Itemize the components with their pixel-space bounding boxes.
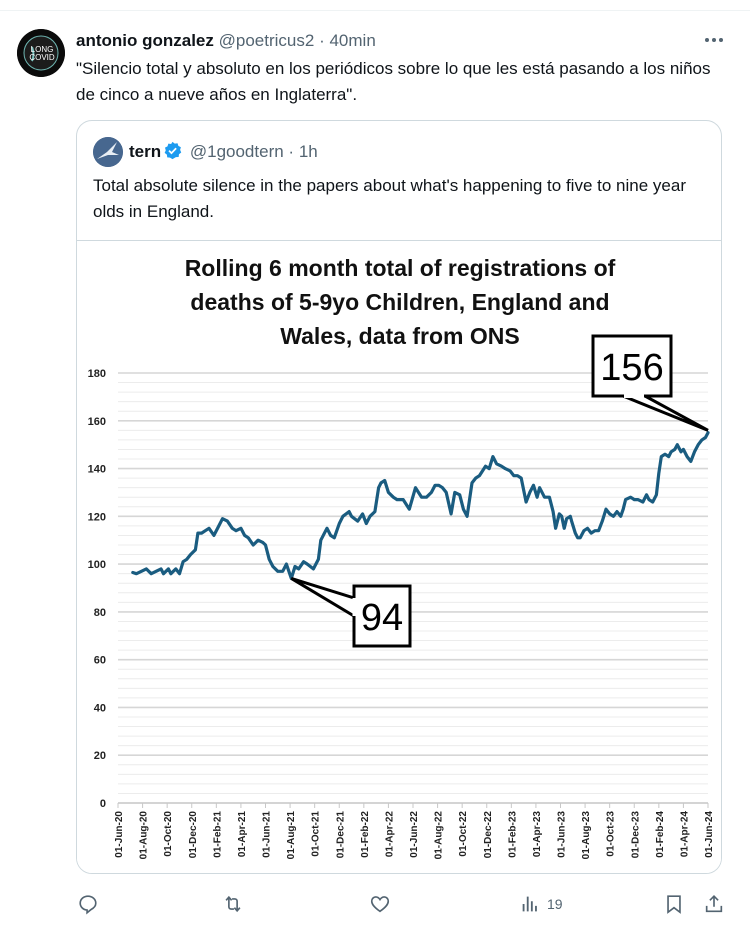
x-tick-label: 01-Apr-23 [532, 811, 543, 858]
x-tick-label: 01-Oct-22 [458, 811, 469, 857]
more-horizontal-icon [705, 38, 723, 42]
x-tick-label: 01-Jun-24 [704, 811, 715, 858]
y-tick-label: 40 [94, 702, 106, 714]
y-tick-label: 60 [94, 655, 106, 667]
heart-icon [370, 896, 390, 913]
x-tick-label: 01-Apr-22 [384, 811, 395, 858]
chart-title: Rolling 6 month total of registrations o… [77, 251, 721, 353]
chart-title-line-2: deaths of 5-9yo Children, England and [190, 289, 610, 315]
quoted-author-avatar[interactable] [93, 137, 123, 167]
y-tick-label: 140 [88, 464, 106, 476]
x-tick-label: 01-Aug-20 [139, 811, 150, 860]
quoted-tweet-header: tern @1goodtern · 1h [129, 141, 318, 163]
x-tick-label: 01-Aug-23 [581, 811, 592, 860]
verified-badge-icon [164, 141, 182, 160]
x-tick-label: 01-Feb-22 [360, 811, 371, 858]
x-tick-label: 01-Feb-21 [212, 811, 223, 858]
x-tick-label: 01-Aug-22 [434, 811, 445, 860]
series-line [131, 431, 710, 581]
annotation-94-box [352, 584, 412, 648]
annotation-156-pointer [622, 394, 709, 432]
action-bar: 19 [0, 886, 750, 922]
share-icon [705, 895, 723, 913]
x-tick-label: 01-Dec-20 [188, 811, 199, 859]
quoted-tweet-time[interactable]: 1h [298, 142, 318, 161]
y-tick-label: 120 [88, 511, 106, 523]
chart-title-line-3: Wales, data from ONS [280, 323, 520, 349]
avatar-text-top: LONG [31, 45, 54, 54]
y-tick-label: 160 [88, 416, 106, 428]
x-tick-label: 01-Jun-22 [409, 811, 420, 858]
views-button[interactable]: 19 [519, 886, 563, 922]
tern-bird-icon [93, 137, 123, 167]
x-tick-label: 01-Oct-20 [163, 811, 174, 857]
y-tick-label: 100 [88, 559, 106, 571]
views-icon [522, 896, 537, 912]
y-tick-label: 180 [88, 368, 106, 380]
x-tick-label: 01-Aug-21 [286, 811, 297, 860]
retweet-icon [225, 895, 241, 913]
annotation-156-gap [624, 394, 644, 398]
like-button[interactable] [369, 886, 391, 922]
x-tick-label: 01-Oct-23 [606, 811, 617, 857]
annotation-156-box [591, 334, 673, 398]
y-tick-label: 0 [100, 798, 106, 810]
x-tick-label: 01-Apr-24 [679, 811, 690, 858]
separator-dot: · [319, 31, 325, 50]
annotation-94-label: 94 [361, 597, 403, 639]
reply-icon [79, 895, 97, 915]
x-tick-label: 01-Dec-21 [335, 811, 346, 859]
chart-title-line-1: Rolling 6 month total of registrations o… [184, 255, 616, 281]
annotation-156-label: 156 [600, 347, 663, 389]
y-tick-label: 20 [94, 750, 106, 762]
bookmark-button[interactable] [663, 886, 685, 922]
quoted-tweet[interactable]: tern @1goodtern · 1h Total absolute sile… [76, 120, 722, 874]
top-divider [0, 10, 750, 11]
long-covid-logo-icon: LONG COVID [17, 29, 65, 77]
x-tick-label: 01-Apr-21 [237, 811, 248, 858]
author-name[interactable]: antonio gonzalez [76, 31, 214, 50]
separator-dot: · [288, 142, 295, 161]
more-options-button[interactable] [702, 30, 726, 50]
line-chart: 0 20 40 60 80 100 120 140 160 180 01-Jun-20 01-Aug-… [88, 334, 715, 860]
views-count: 19 [547, 896, 563, 912]
x-tick-label: 01-Jun-21 [262, 811, 273, 858]
author-avatar[interactable]: LONG COVID [17, 29, 65, 77]
annotation-94-gap [352, 598, 357, 616]
share-button[interactable] [703, 886, 725, 922]
annotation-94-pointer [290, 577, 356, 619]
tweet-time[interactable]: 40min [329, 31, 376, 50]
retweet-button[interactable] [222, 886, 244, 922]
x-tick-label: 01-Feb-24 [655, 811, 666, 858]
x-tick-label: 01-Dec-22 [483, 811, 494, 859]
tweet-text: "Silencio total y absoluto en los periód… [76, 59, 711, 104]
avatar-text-bottom: COVID [29, 53, 55, 62]
bookmark-icon [667, 895, 681, 914]
x-tick-label: 01-Jun-23 [557, 811, 568, 858]
quoted-author-handle[interactable]: @1goodtern [189, 142, 284, 161]
x-tick-label: 01-Oct-21 [311, 811, 322, 857]
reply-button[interactable] [77, 886, 99, 922]
y-tick-label: 80 [94, 607, 106, 619]
x-tick-label: 01-Jun-20 [114, 811, 125, 858]
tweet-header: antonio gonzalez @poetricus2 · 40min [76, 30, 376, 52]
quoted-author-name[interactable]: tern [129, 142, 162, 161]
quoted-tweet-text: Total absolute silence in the papers abo… [93, 176, 686, 221]
author-handle[interactable]: @poetricus2 [218, 31, 315, 50]
x-tick-label: 01-Dec-23 [630, 811, 641, 859]
x-tick-label: 01-Feb-23 [507, 811, 518, 858]
